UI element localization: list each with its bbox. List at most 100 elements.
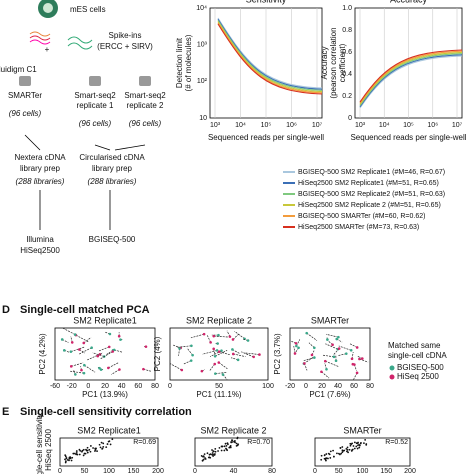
dot xyxy=(206,452,209,455)
dot xyxy=(303,362,306,365)
curve xyxy=(359,51,463,105)
dot xyxy=(204,458,207,460)
r-label: R=0.52 xyxy=(385,439,408,446)
dot xyxy=(346,448,349,451)
platform: Fluidigm C1 xyxy=(0,65,37,74)
dot xyxy=(325,367,328,371)
x-tick-label: 150 xyxy=(128,468,140,474)
x-tick-label: 0 xyxy=(168,383,172,390)
dot xyxy=(325,457,328,460)
heading: Single-cell sensitivity correlation xyxy=(20,406,192,418)
x-tick-label: 10⁷ xyxy=(452,122,463,129)
y-tick-label: 0 xyxy=(348,115,352,122)
dot xyxy=(346,450,348,453)
x-tick-label: 10³ xyxy=(210,122,221,129)
dot xyxy=(212,455,214,457)
dot xyxy=(118,368,121,371)
dot xyxy=(327,452,330,455)
label: (96 cells) xyxy=(79,119,112,128)
dot xyxy=(313,356,316,359)
dot xyxy=(211,453,214,456)
dot xyxy=(99,368,103,371)
x-tick-label: 100 xyxy=(103,468,115,474)
pair-link xyxy=(70,346,85,352)
pair-link xyxy=(349,343,358,348)
legend-dot xyxy=(389,374,395,380)
dot xyxy=(211,449,213,451)
legend-label: HiSeq2500 SMARTer (#M=73, R=0.63) xyxy=(298,224,419,231)
curve xyxy=(217,18,323,90)
dot xyxy=(70,459,73,462)
y-tick-label: 10⁴ xyxy=(196,5,207,12)
dot xyxy=(86,446,89,449)
curve xyxy=(217,17,323,89)
label: (96 cells) xyxy=(129,119,162,128)
y-tick-label: 0.4 xyxy=(342,71,352,78)
dot xyxy=(178,347,181,350)
pair-link xyxy=(114,349,123,353)
dot xyxy=(142,367,145,371)
dot xyxy=(217,350,221,353)
dot xyxy=(337,347,341,350)
dot xyxy=(217,450,219,452)
dot xyxy=(231,348,234,351)
dot xyxy=(64,454,67,457)
dot xyxy=(180,368,184,372)
dot xyxy=(326,338,329,341)
dot xyxy=(208,453,211,456)
pair-link xyxy=(322,354,335,358)
plot-frame xyxy=(194,437,273,467)
dot xyxy=(214,372,217,375)
dot xyxy=(358,446,361,449)
pair-link xyxy=(108,362,119,369)
plot-frame xyxy=(314,437,411,467)
pair-link xyxy=(232,349,241,354)
curve xyxy=(359,53,463,106)
pair-link xyxy=(186,347,193,356)
pair-link xyxy=(98,346,110,352)
dot xyxy=(82,341,86,345)
pair-link xyxy=(71,362,84,367)
dot xyxy=(320,370,323,374)
dot xyxy=(89,445,92,447)
dot xyxy=(344,352,348,355)
label: BGISEQ-500 xyxy=(89,235,136,244)
dot xyxy=(310,353,314,357)
dot xyxy=(90,346,93,350)
dot xyxy=(345,448,348,450)
dot xyxy=(353,363,356,366)
dot xyxy=(225,444,228,447)
dot xyxy=(323,359,327,363)
panel-title: Accuracy xyxy=(390,0,428,4)
curve xyxy=(359,50,463,104)
y-axis-label: PC2 (4.2%) xyxy=(38,333,47,375)
dot xyxy=(325,453,328,455)
dot xyxy=(78,448,81,451)
dot xyxy=(348,448,351,451)
dot xyxy=(74,373,77,376)
x-tick-label: -60 xyxy=(50,383,60,390)
dot xyxy=(225,448,228,451)
dot xyxy=(223,445,226,448)
dot xyxy=(331,343,334,347)
label: Nextera cDNA xyxy=(14,153,66,162)
pair-link xyxy=(75,334,90,343)
curve xyxy=(217,23,323,95)
y-tick-label: 1.0 xyxy=(342,5,352,12)
dot xyxy=(361,357,364,360)
plot-frame xyxy=(169,327,269,381)
x-tick-label: 10⁶ xyxy=(286,122,297,129)
dot xyxy=(202,332,206,336)
legend-label: BGISEQ-500 xyxy=(397,363,444,372)
legend-label: HiSeq2500 SM2 Replicate 2 (#M=51, R=0.65… xyxy=(298,202,441,209)
dot xyxy=(64,461,67,464)
panel-letter: E xyxy=(2,406,9,418)
y-axis-label: Detection limit xyxy=(175,37,184,88)
plot-frame xyxy=(59,437,159,467)
pair-link xyxy=(183,360,192,365)
legend-label: HiSeq2500 SM2 Replicate1 (#M=51, R=0.65) xyxy=(298,180,439,187)
legend-title: single-cell cDNA xyxy=(388,351,447,360)
dot xyxy=(325,459,327,462)
legend-label: HiSeq 2500 xyxy=(397,372,439,381)
dot xyxy=(99,446,102,449)
